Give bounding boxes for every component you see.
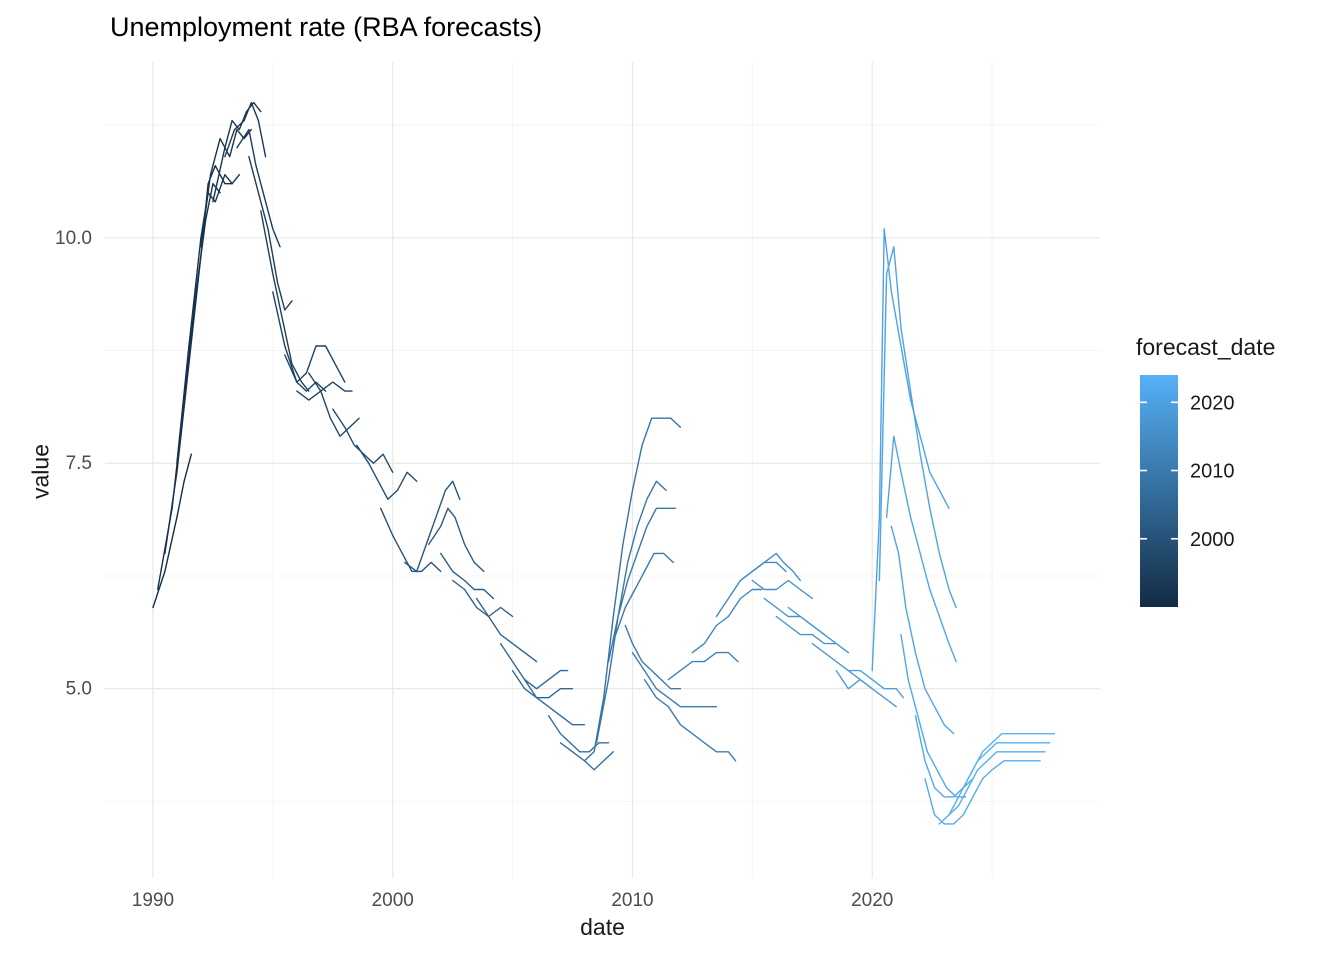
forecast-line [499,642,569,690]
forecast-line [428,507,485,573]
forecast-line [152,453,193,609]
forecast-line [404,480,461,573]
legend-tick-label: 2000 [1190,529,1235,551]
forecast-line [775,615,837,645]
forecast-line [176,173,241,464]
forecast-line [835,669,897,708]
x-axis-title: date [580,914,625,940]
y-tick-label: 7.5 [66,453,92,474]
forecast-line [924,760,1041,825]
forecast-line [236,128,281,248]
forecast-line [156,182,221,591]
forecast-line [164,164,233,555]
x-tick-label: 2000 [372,890,414,911]
forecast-line [607,507,677,663]
forecast-line [885,435,957,663]
forecast-line [691,588,763,654]
forecast-line [890,525,955,735]
y-axis-title: value [27,444,54,499]
forecast-line [224,101,267,158]
y-tick-label: 10.0 [55,228,92,249]
forecast-line [667,651,739,681]
forecast-line [511,669,574,699]
forecast-line [631,651,718,708]
x-tick-label: 1990 [132,890,174,911]
forecast-line [356,444,418,500]
legend-colorbar [1140,375,1178,607]
forecast-line [787,606,849,654]
forecast-line [583,417,682,762]
forecast-line [559,742,614,771]
forecast-line [248,155,293,311]
legend-tick-label: 2010 [1190,461,1235,483]
forecast-line [643,678,737,762]
forecast-line [739,552,801,582]
forecast-line [751,579,813,600]
forecast-line [440,552,495,600]
forecast-line [308,372,360,437]
forecast-line [272,291,327,392]
x-tick-label: 2020 [851,890,893,911]
forecast-line [284,345,346,383]
forecast-line [871,228,950,672]
forecast-line [938,751,1046,825]
forecast-line [615,552,674,636]
forecast-line [948,742,1051,816]
forecast-line [212,101,262,203]
forecast-line [847,669,905,699]
forecast-line [380,507,442,573]
plot-title: Unemployment rate (RBA forecasts) [110,12,543,42]
forecast-line [200,128,253,248]
forecast-line [900,633,967,798]
forecast-line [332,408,394,473]
forecast-line [624,624,682,690]
forecast-line [878,246,957,609]
legend-title: forecast_date [1136,334,1276,360]
forecast-line [452,579,514,618]
forecast-line [475,597,538,663]
forecast-line [260,210,310,392]
y-tick-label: 5.0 [66,679,92,700]
forecast-line [547,715,610,753]
forecast-line [523,678,586,726]
legend-tick-label: 2020 [1190,392,1235,414]
forecast-line [962,733,1056,789]
forecast-line [296,381,353,401]
x-tick-label: 2010 [611,890,653,911]
forecast-line [595,480,667,744]
